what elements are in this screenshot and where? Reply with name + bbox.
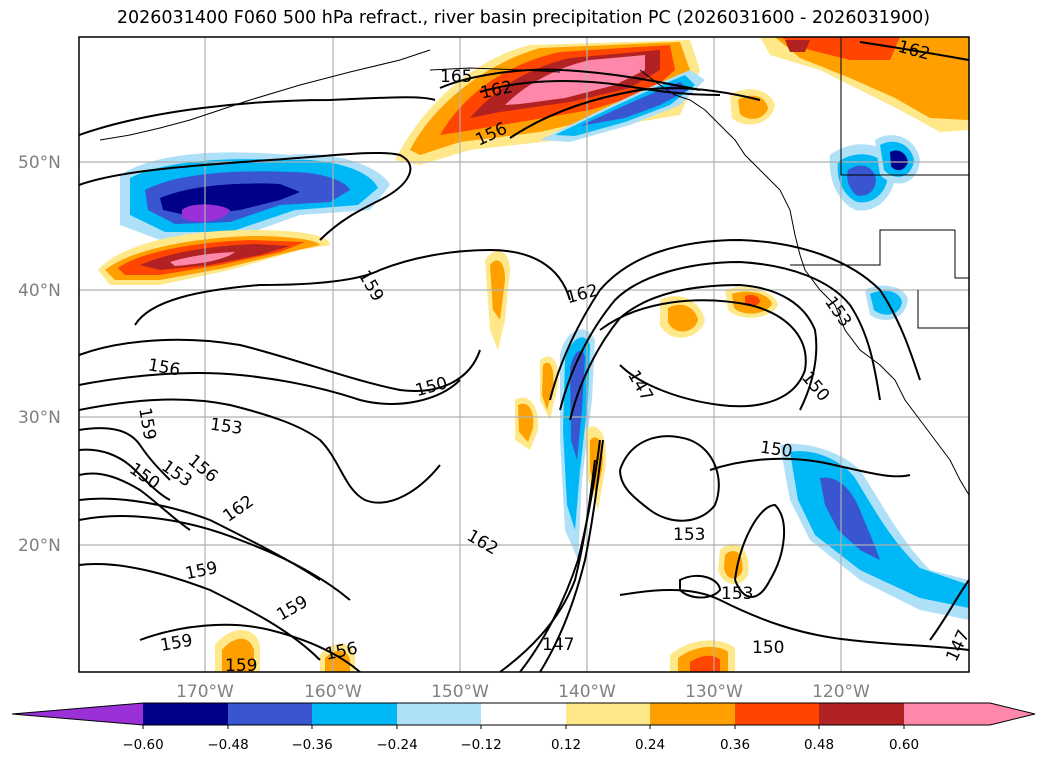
lat-labels: 50°N 40°N 30°N 20°N — [18, 153, 61, 556]
colorbar-tick-label: 0.24 — [635, 737, 665, 753]
colorbar-tick-label: −0.12 — [460, 737, 501, 753]
contour-label: 153 — [721, 584, 753, 604]
colorbar: −0.60 −0.48 −0.36 −0.24 −0.12 0.12 0.24 … — [11, 702, 1036, 753]
contour-label: 150 — [759, 438, 794, 462]
contour-label: 153 — [673, 525, 705, 545]
colorbar-segment — [312, 703, 397, 725]
colorbar-segment — [481, 703, 566, 725]
lon-labels: 170°W 160°W 150°W 140°W 130°W 120°W — [176, 682, 870, 702]
shade-north-ne-orange — [775, 37, 969, 120]
shade-cp2-orange — [542, 362, 554, 410]
graticule — [79, 37, 969, 672]
shade-s4-orange — [724, 551, 743, 579]
contour-label: 159 — [225, 656, 257, 676]
shade-s3-orange — [325, 650, 350, 672]
colorbar-tick-label: −0.24 — [376, 737, 417, 753]
colorbar-segment — [566, 703, 650, 725]
colorbar-tick-label: −0.48 — [207, 737, 248, 753]
shade-north-ne-dark — [785, 40, 810, 52]
colorbar-tick-label: −0.60 — [122, 737, 163, 753]
shade-nw-cyan — [870, 290, 902, 315]
shade-bc-orange — [738, 95, 768, 119]
colorbar-tick-label: −0.36 — [291, 737, 332, 753]
lon-label: 160°W — [304, 682, 362, 702]
colorbar-segment — [650, 703, 735, 725]
colorbar-tick-label: 0.36 — [720, 737, 750, 753]
shade-cp3-orange — [518, 403, 534, 442]
colorbar-tick-label: 0.12 — [551, 737, 581, 753]
shade-s2-orange — [222, 638, 254, 672]
colorbar-max-extension — [904, 703, 1035, 725]
contour-label: 147 — [542, 635, 574, 655]
lon-label: 140°W — [558, 682, 616, 702]
shade-s1-red — [690, 655, 720, 672]
lon-label: 120°W — [812, 682, 870, 702]
shade-ne2-navy — [890, 150, 908, 171]
contour-label: 165 — [440, 67, 472, 87]
shade-gulf-neg-dark — [580, 82, 688, 126]
shade-trough-blue — [570, 350, 585, 460]
colorbar-segment — [228, 703, 312, 725]
colorbar-segment — [143, 703, 228, 725]
page-title: 2026031400 F060 500 hPa refract., river … — [116, 8, 931, 28]
lat-label: 50°N — [18, 153, 61, 173]
shade-e2-orange — [668, 304, 698, 332]
colorbar-tick-label: 0.48 — [804, 737, 834, 753]
lon-label: 130°W — [685, 682, 743, 702]
lat-label: 20°N — [18, 536, 61, 556]
contour-label: 150 — [752, 638, 784, 658]
lon-label: 170°W — [176, 682, 234, 702]
shade-wp2-pink — [170, 252, 235, 266]
shade-ne-blue — [847, 165, 876, 196]
colorbar-min-extension — [12, 703, 143, 725]
contour-labels: 165 162 162 156 159 162 156 153 150 147 … — [125, 37, 974, 676]
contour-label: 153 — [209, 415, 244, 439]
shade-e3-red — [745, 294, 760, 307]
lat-label: 40°N — [18, 281, 61, 301]
colorbar-segment — [735, 703, 819, 725]
lon-label: 150°W — [431, 682, 489, 702]
map-frame — [78, 36, 970, 673]
shade-se-blue — [820, 477, 880, 560]
colorbar-tick-label: 0.60 — [889, 737, 919, 753]
contours — [79, 41, 969, 672]
lat-label: 30°N — [18, 408, 61, 428]
colorbar-segment — [819, 703, 904, 725]
shade-wp-purple — [182, 204, 230, 222]
colorbar-segment — [397, 703, 481, 725]
